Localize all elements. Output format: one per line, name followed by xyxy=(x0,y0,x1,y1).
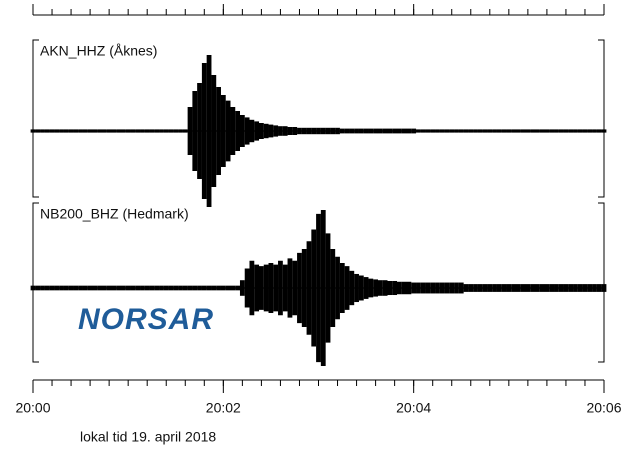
trace-label: AKN_HHZ (Åknes) xyxy=(40,43,157,59)
trace-label: NB200_BHZ (Hedmark) xyxy=(40,206,189,222)
panel-bracket xyxy=(32,202,39,363)
x-tick-label: 20:06 xyxy=(586,400,621,416)
panel-bracket xyxy=(598,202,605,363)
panel-bracket xyxy=(32,39,39,198)
x-tick-label: 20:00 xyxy=(15,400,50,416)
logo: NORSAR xyxy=(78,303,214,336)
x-tick-label: 20:02 xyxy=(206,400,241,416)
x-tick-label: 20:04 xyxy=(396,400,431,416)
panel-bracket xyxy=(598,39,605,198)
x-axis-label: lokal tid 19. april 2018 xyxy=(80,429,216,445)
